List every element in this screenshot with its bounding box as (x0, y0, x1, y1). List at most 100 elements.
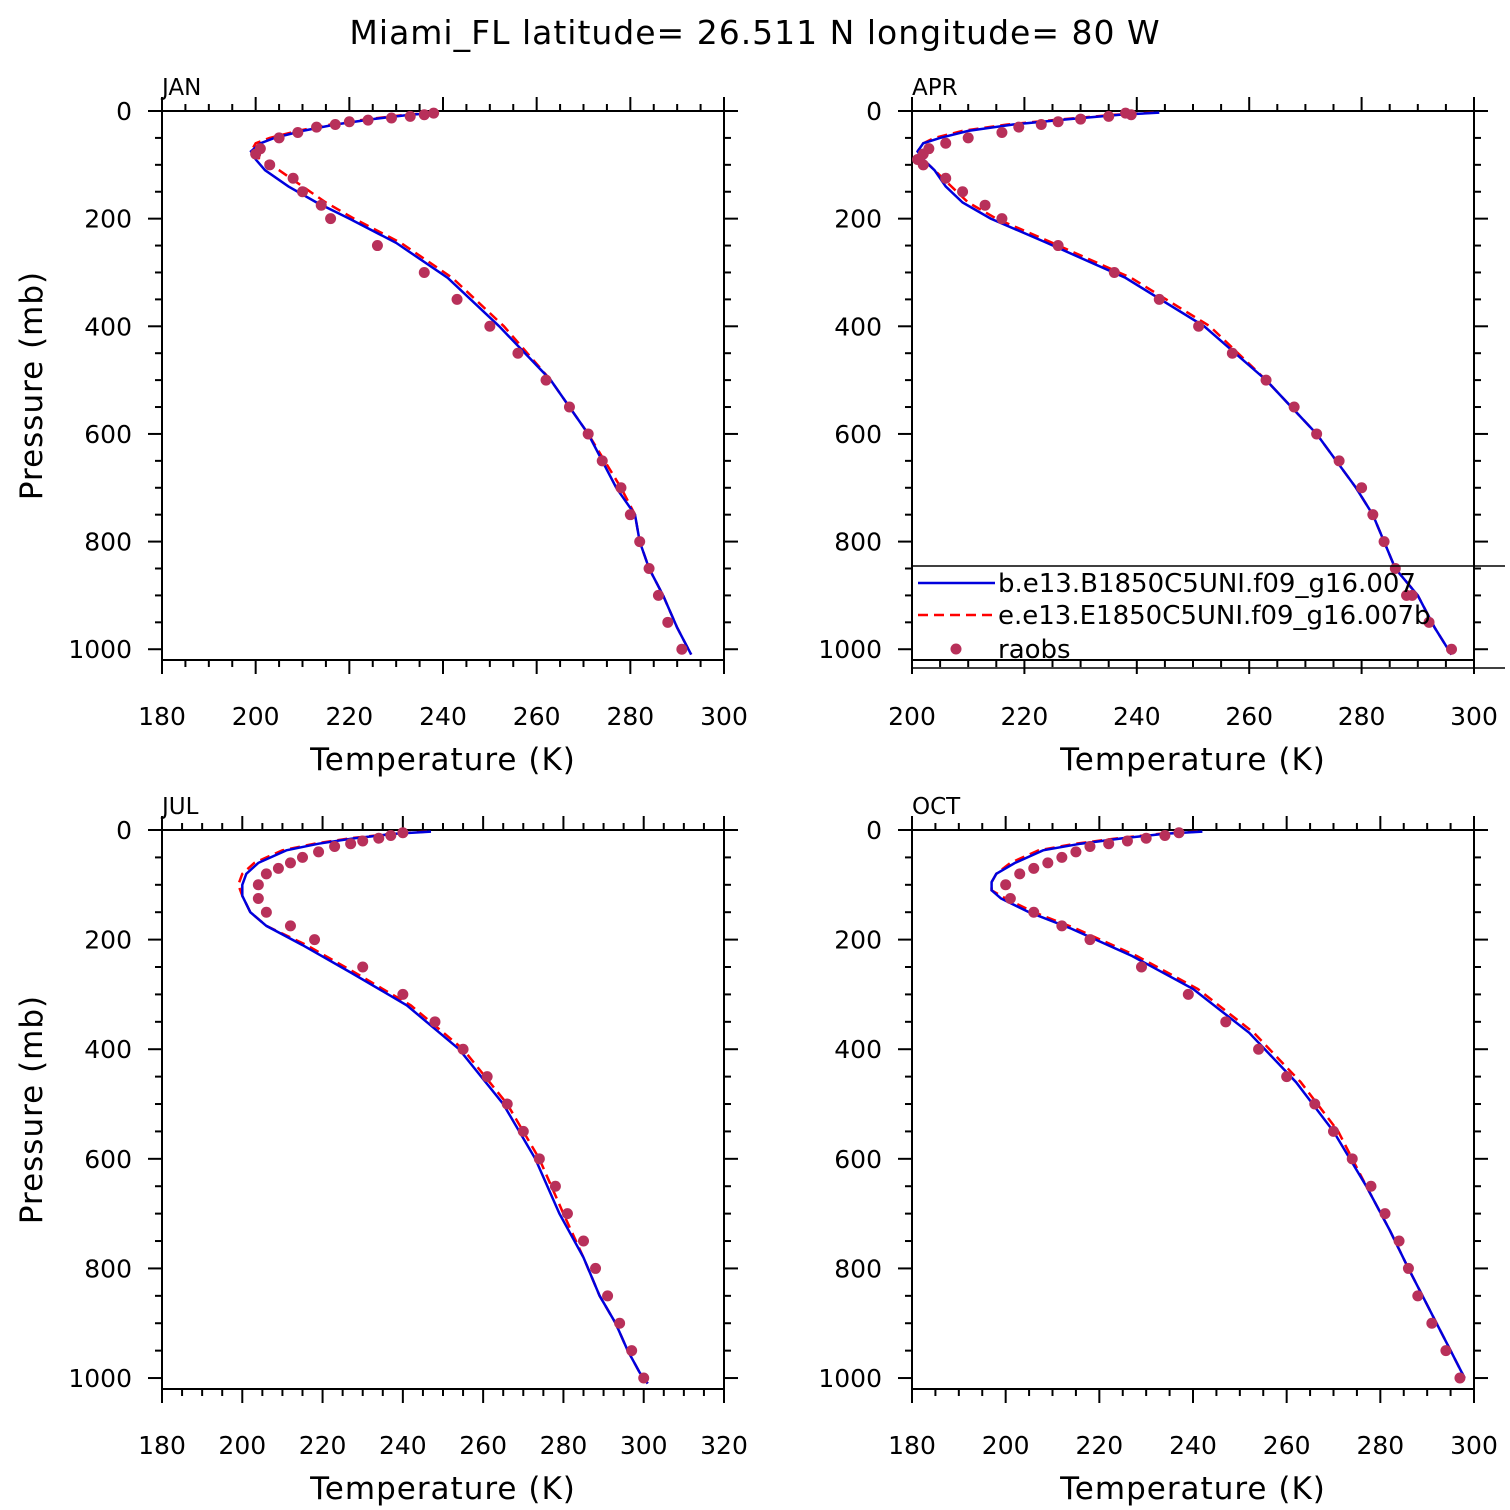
raobs-point (533, 1153, 545, 1165)
x-tick-label: 260 (1225, 702, 1273, 731)
y-tick-label: 600 (84, 420, 132, 449)
raobs-point (1253, 1043, 1265, 1055)
raobs-point (385, 112, 397, 124)
raobs-point (1120, 107, 1132, 119)
raobs-point (343, 116, 355, 128)
raobs-point (578, 1235, 589, 1247)
raobs-point (1028, 906, 1040, 918)
x-tick-label: 300 (1450, 702, 1498, 731)
raobs-point (315, 199, 327, 211)
raobs-point (309, 934, 321, 946)
raobs-point (1004, 893, 1016, 905)
raobs-point (1173, 827, 1185, 839)
raobs-point (1182, 988, 1194, 1000)
raobs-point (561, 1208, 573, 1220)
raobs-point (1378, 536, 1390, 548)
x-tick-label: 300 (1450, 1431, 1498, 1460)
y-tick-label: 200 (834, 205, 882, 234)
x-tick-label: 180 (888, 1431, 936, 1460)
raobs-point (676, 643, 688, 655)
raobs-point (357, 961, 369, 973)
raobs-point (1159, 829, 1171, 841)
raobs-point (501, 1098, 513, 1110)
raobs-point (1103, 110, 1115, 122)
raobs-point (590, 1262, 602, 1274)
raobs-point (329, 118, 341, 130)
raobs-point (1035, 118, 1047, 130)
x-tick-label: 200 (888, 702, 936, 731)
raobs-point (582, 428, 594, 440)
raobs-point (1013, 121, 1025, 133)
raobs-point (1084, 840, 1096, 852)
raobs-point (1393, 1235, 1405, 1247)
raobs-point (638, 1372, 650, 1384)
x-tick-label: 260 (1263, 1431, 1311, 1460)
x-tick-label: 220 (299, 1431, 347, 1460)
x-tick-label: 240 (379, 1431, 427, 1460)
raobs-point (313, 846, 325, 858)
y-tick-label: 400 (834, 312, 882, 341)
raobs-point (615, 482, 627, 494)
series-line-e-e13 (249, 111, 693, 656)
y-tick-label: 0 (866, 97, 882, 126)
raobs-point (373, 832, 385, 844)
panel-title: APR (912, 75, 958, 101)
raobs-point (385, 829, 397, 841)
y-tick-label: 1000 (818, 635, 882, 664)
raobs-point (1226, 347, 1238, 359)
x-tick-label: 200 (232, 702, 280, 731)
raobs-point (1311, 428, 1323, 440)
y-tick-label: 600 (834, 1145, 882, 1174)
legend-label: b.e13.B1850C5UNI.f09_g16.007 (998, 569, 1416, 599)
legend-label: raobs (998, 635, 1071, 665)
raobs-point (292, 127, 304, 139)
raobs-point (1121, 835, 1133, 847)
raobs-point (917, 159, 929, 171)
x-tick-label: 240 (1169, 1431, 1217, 1460)
raobs-point (1426, 1317, 1438, 1329)
raobs-point (284, 857, 296, 869)
raobs-point (540, 374, 552, 386)
raobs-point (1075, 113, 1087, 125)
plot-frame (161, 110, 725, 661)
raobs-point (484, 320, 496, 332)
y-tick-label: 800 (84, 528, 132, 557)
y-tick-label: 400 (834, 1035, 882, 1064)
raobs-point (1135, 961, 1147, 973)
raobs-point (481, 1071, 493, 1083)
y-axis-label: Pressure (mb) (14, 271, 50, 500)
raobs-point (596, 455, 608, 467)
figure-title: Miami_FL latitude= 26.511 N longitude= 8… (349, 13, 1160, 52)
raobs-points (1000, 827, 1466, 1384)
raobs-point (1309, 1098, 1321, 1110)
raobs-point (1028, 862, 1040, 874)
raobs-point (418, 109, 430, 121)
plot-frame (161, 829, 725, 1390)
legend-swatch-dot (950, 643, 962, 655)
raobs-point (1440, 1345, 1452, 1357)
y-tick-label: 800 (834, 1254, 882, 1283)
raobs-point (252, 893, 264, 905)
raobs-point (397, 827, 409, 839)
x-tick-label: 300 (700, 702, 748, 731)
y-tick-label: 400 (84, 312, 132, 341)
legend-label: e.e13.E1850C5UNI.f09_g16.007b (998, 601, 1431, 631)
raobs-point (252, 879, 264, 891)
raobs-point (357, 835, 369, 847)
x-tick-label: 280 (540, 1431, 588, 1460)
raobs-point (643, 563, 655, 574)
x-axis-label: Temperature (K) (309, 1471, 576, 1507)
y-tick-label: 1000 (68, 635, 132, 664)
raobs-point (1281, 1071, 1293, 1083)
series-line-e-e13 (990, 830, 1466, 1379)
y-tick-label: 600 (834, 420, 882, 449)
raobs-point (652, 589, 664, 601)
raobs-point (996, 213, 1008, 225)
raobs-point (1367, 509, 1379, 521)
raobs-point (1108, 266, 1120, 278)
raobs-point (996, 127, 1008, 139)
raobs-point (962, 132, 974, 144)
raobs-point (512, 347, 524, 359)
raobs-point (1000, 879, 1012, 891)
